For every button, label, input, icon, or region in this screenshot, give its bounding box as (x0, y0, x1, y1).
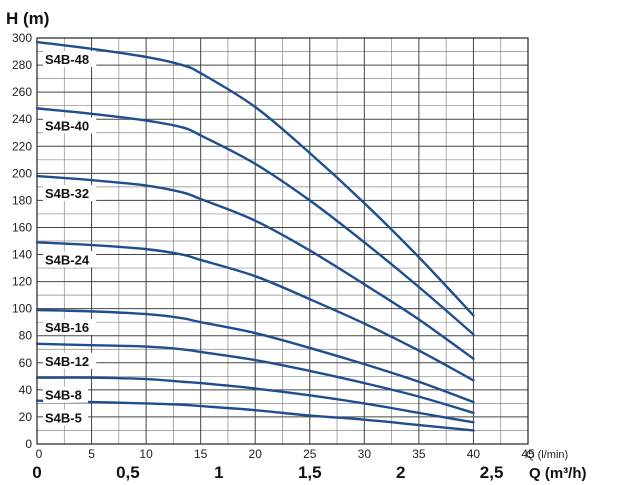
y-tick-label: 220 (12, 139, 32, 153)
y-tick-label: 160 (12, 220, 32, 234)
x-axis-ticks-m3h: 0 0,5 1 1,5 2 2,5 (32, 463, 503, 482)
series-label-bg (43, 251, 97, 268)
x-tick-label: 0 (36, 447, 43, 461)
y-axis-title: H (m) (6, 9, 49, 28)
series-line-s4b-40 (35, 107, 475, 336)
x-tick-label: 5 (88, 447, 95, 461)
minor-grid (37, 38, 528, 444)
series-line-s4b-5 (35, 399, 475, 432)
x-axis-ticks-lmin: 0 5 10 15 20 25 30 35 40 45 (36, 447, 535, 461)
y-tick-label: 0 (25, 437, 32, 451)
series-line-s4b-32 (35, 174, 475, 360)
series-label-bg (43, 117, 97, 134)
x-tick-label: 25 (303, 447, 317, 461)
series-label-s4b-32: S4B-32 (45, 186, 89, 201)
y-tick-label: 140 (12, 248, 32, 262)
y-tick-label: 280 (12, 58, 32, 72)
x-tick-label: 30 (358, 447, 372, 461)
x-tick-label: 35 (412, 447, 426, 461)
y-tick-label: 200 (12, 166, 32, 180)
x2-tick-label: 2,5 (480, 463, 504, 482)
series-label-s4b-12: S4B-12 (45, 354, 89, 369)
series-label-s4b-8: S4B-8 (45, 388, 82, 403)
series-label-bg (43, 386, 88, 403)
series-line-s4b-16 (35, 308, 475, 404)
x2-tick-label: 0 (32, 463, 41, 482)
series-line-s4b-8 (35, 376, 475, 424)
series-label-s4b-40: S4B-40 (45, 118, 89, 133)
series-label-s4b-16: S4B-16 (45, 320, 89, 335)
series-label-bg (43, 185, 97, 202)
y-tick-label: 80 (19, 329, 33, 343)
x-axis-title-lmin: Q (l/min) (526, 449, 568, 461)
y-axis-ticks: 0 20 40 60 80 100 120 140 160 180 200 220 240 260 280 3… (12, 31, 32, 451)
y-tick-label: 300 (12, 31, 32, 45)
plot-frame (36, 37, 529, 445)
y-tick-label: 60 (19, 356, 33, 370)
y-tick-label: 120 (12, 275, 32, 289)
series-line-s4b-48 (35, 40, 475, 317)
series-lines (35, 40, 475, 432)
x2-tick-label: 0,5 (116, 463, 140, 482)
y-tick-label: 260 (12, 85, 32, 99)
series-line-s4b-24 (35, 241, 475, 382)
series-label-bg (43, 51, 97, 68)
y-tick-label: 240 (12, 112, 32, 126)
series-labels: S4B-48 S4B-40 S4B-32 S4B-24 S4B-16 S4B-12 S4B-… (43, 51, 97, 426)
y-tick-label: 20 (19, 410, 33, 424)
x2-tick-label: 1,5 (298, 463, 322, 482)
series-label-bg (43, 352, 97, 369)
y-tick-label: 40 (19, 383, 33, 397)
x-tick-label: 45 (521, 447, 535, 461)
x-tick-label: 15 (194, 447, 208, 461)
series-label-s4b-24: S4B-24 (45, 252, 90, 267)
x2-tick-label: 1 (214, 463, 223, 482)
series-line-s4b-12 (35, 342, 475, 415)
x-axis-title-m3h: Q (m³/h) (529, 465, 587, 482)
y-tick-label: 100 (12, 302, 32, 316)
series-label-bg (43, 409, 88, 426)
series-label-s4b-5: S4B-5 (45, 411, 82, 426)
y-tick-label: 180 (12, 193, 32, 207)
x2-tick-label: 2 (396, 463, 405, 482)
series-label-s4b-48: S4B-48 (45, 52, 89, 67)
x-tick-label: 10 (139, 447, 153, 461)
x-tick-label: 40 (467, 447, 481, 461)
series-label-bg (43, 319, 97, 336)
x-tick-label: 20 (249, 447, 263, 461)
